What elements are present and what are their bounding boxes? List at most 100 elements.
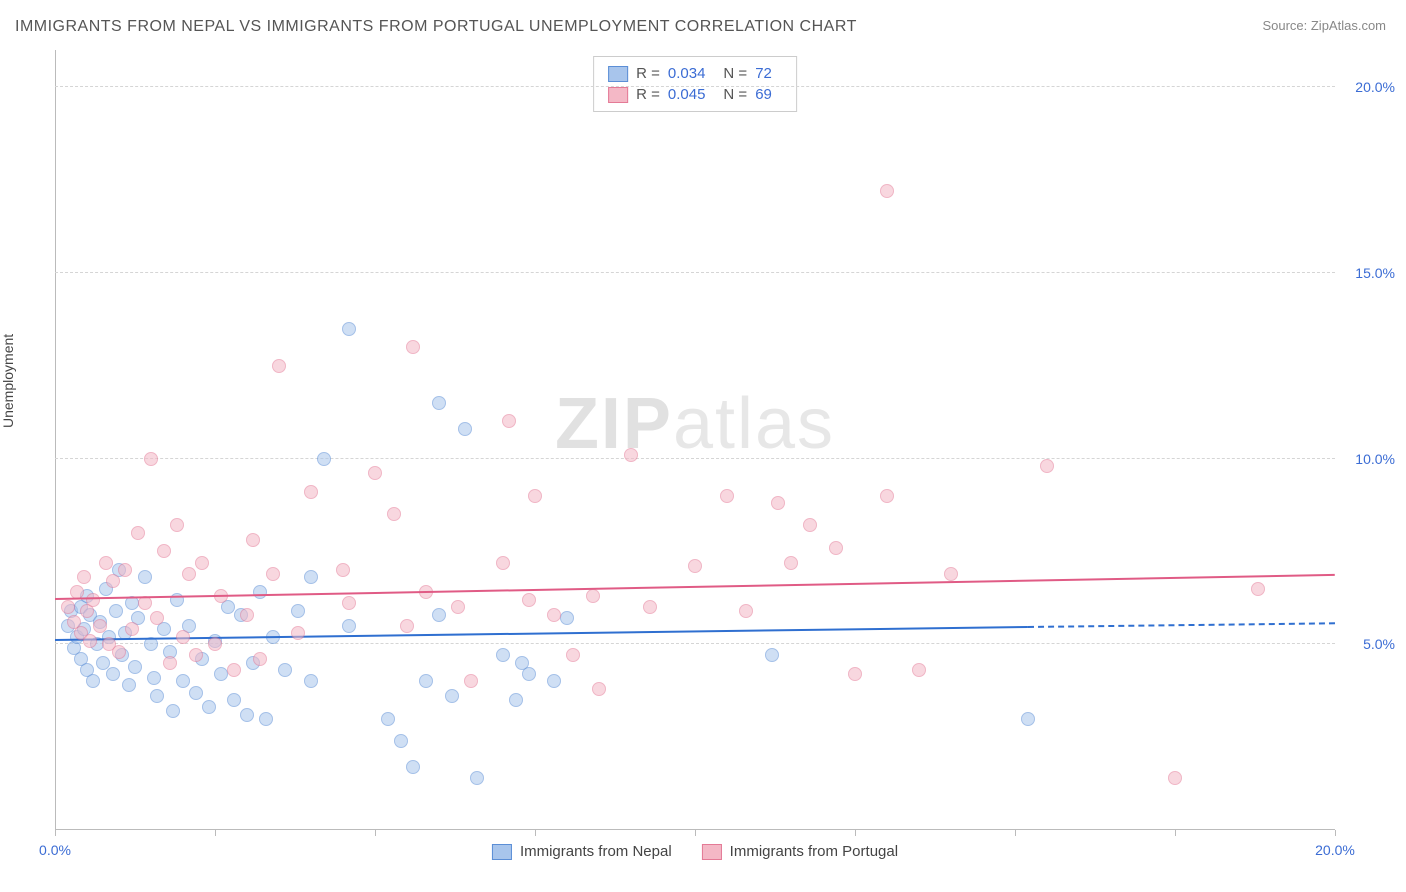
source-label: Source: ZipAtlas.com [1262, 18, 1386, 33]
scatter-point [522, 667, 536, 681]
watermark-bold: ZIP [555, 384, 673, 464]
scatter-point [86, 593, 100, 607]
scatter-point [170, 518, 184, 532]
x-tick [535, 830, 536, 836]
y-axis-label: Unemployment [0, 334, 16, 428]
scatter-point [1040, 459, 1054, 473]
scatter-point [688, 559, 702, 573]
scatter-point [880, 489, 894, 503]
scatter-point [138, 570, 152, 584]
watermark-light: atlas [673, 384, 835, 464]
scatter-point [912, 663, 926, 677]
scatter-point [547, 674, 561, 688]
scatter-point [118, 563, 132, 577]
trend-line-dashed [1028, 622, 1335, 628]
scatter-point [406, 760, 420, 774]
scatter-point [304, 570, 318, 584]
scatter-point [240, 708, 254, 722]
scatter-point [122, 678, 136, 692]
watermark: ZIPatlas [555, 383, 835, 465]
scatter-point [406, 340, 420, 354]
scatter-point [189, 686, 203, 700]
scatter-point [106, 574, 120, 588]
scatter-point [109, 604, 123, 618]
scatter-point [445, 689, 459, 703]
scatter-point [131, 526, 145, 540]
scatter-point [470, 771, 484, 785]
legend-correlation: R =0.034N =72R =0.045N =69 [593, 56, 797, 112]
legend-r-label: R = [636, 86, 660, 103]
legend-r-label: R = [636, 65, 660, 82]
legend-series: Immigrants from NepalImmigrants from Por… [492, 843, 898, 860]
scatter-point [278, 663, 292, 677]
scatter-point [304, 674, 318, 688]
scatter-point [458, 422, 472, 436]
x-tick [215, 830, 216, 836]
legend-swatch [702, 844, 722, 860]
y-tick-label: 20.0% [1355, 79, 1395, 95]
scatter-point [720, 489, 734, 503]
scatter-point [464, 674, 478, 688]
scatter-point [125, 622, 139, 636]
scatter-point [61, 600, 75, 614]
scatter-point [195, 556, 209, 570]
scatter-point [765, 648, 779, 662]
legend-r-value: 0.034 [668, 65, 706, 82]
scatter-point [1168, 771, 1182, 785]
scatter-point [202, 700, 216, 714]
scatter-point [147, 671, 161, 685]
gridline-h [55, 643, 1335, 644]
scatter-point [643, 600, 657, 614]
scatter-point [342, 619, 356, 633]
scatter-point [880, 184, 894, 198]
scatter-point [259, 712, 273, 726]
scatter-point [566, 648, 580, 662]
scatter-point [496, 556, 510, 570]
x-tick-label: 0.0% [39, 842, 71, 858]
scatter-point [547, 608, 561, 622]
scatter-point [400, 619, 414, 633]
scatter-point [304, 485, 318, 499]
scatter-point [848, 667, 862, 681]
scatter-point [368, 466, 382, 480]
legend-swatch [608, 87, 628, 103]
scatter-point [166, 704, 180, 718]
legend-r-value: 0.045 [668, 86, 706, 103]
scatter-point [246, 533, 260, 547]
scatter-point [944, 567, 958, 581]
scatter-point [451, 600, 465, 614]
scatter-point [138, 596, 152, 610]
scatter-point [317, 452, 331, 466]
x-tick [1015, 830, 1016, 836]
legend-series-name: Immigrants from Nepal [520, 843, 672, 860]
trend-line [55, 626, 1028, 641]
scatter-point [739, 604, 753, 618]
gridline-h [55, 458, 1335, 459]
scatter-point [163, 656, 177, 670]
scatter-point [253, 652, 267, 666]
scatter-point [182, 567, 196, 581]
scatter-point [106, 667, 120, 681]
scatter-point [496, 648, 510, 662]
scatter-point [128, 660, 142, 674]
scatter-point [1251, 582, 1265, 596]
scatter-point [272, 359, 286, 373]
scatter-point [176, 630, 190, 644]
scatter-point [586, 589, 600, 603]
scatter-point [77, 570, 91, 584]
legend-n-value: 72 [755, 65, 772, 82]
gridline-h [55, 86, 1335, 87]
scatter-point [227, 693, 241, 707]
legend-n-value: 69 [755, 86, 772, 103]
scatter-point [189, 648, 203, 662]
scatter-point [99, 556, 113, 570]
scatter-point [176, 674, 190, 688]
scatter-point [394, 734, 408, 748]
scatter-point [144, 452, 158, 466]
y-tick-label: 15.0% [1355, 265, 1395, 281]
scatter-point [86, 674, 100, 688]
scatter-point [1021, 712, 1035, 726]
scatter-point [93, 619, 107, 633]
scatter-point [560, 611, 574, 625]
legend-row: R =0.034N =72 [608, 63, 782, 84]
